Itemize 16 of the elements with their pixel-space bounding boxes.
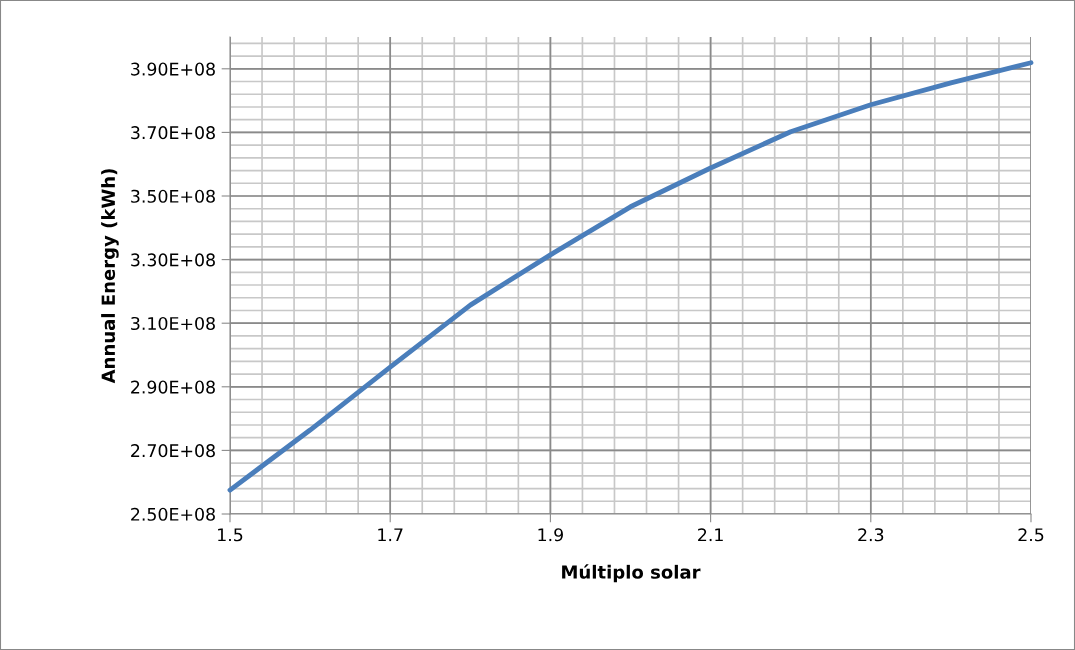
y-tick-label: 3.10E+08 xyxy=(131,316,215,331)
x-tick-label: 1.9 xyxy=(538,528,563,542)
x-tick-label: 2.1 xyxy=(698,528,723,542)
y-tick-label: 2.50E+08 xyxy=(131,507,215,521)
x-tick-label: 1.5 xyxy=(218,528,243,542)
x-axis-title: Múltiplo solar xyxy=(562,564,701,583)
x-tick-label: 2.3 xyxy=(858,528,884,542)
y-tick-label: 3.30E+08 xyxy=(131,253,215,267)
y-axis-title: Annual Energy (kWh) xyxy=(101,169,119,384)
y-tick-label: 3.70E+08 xyxy=(131,126,215,140)
x-tick-label: 2.5 xyxy=(1018,528,1044,542)
y-tick-label: 2.90E+08 xyxy=(131,380,215,394)
y-tick-label: 3.50E+08 xyxy=(131,189,215,203)
y-tick-label: 3.90E+08 xyxy=(131,62,215,76)
x-tick-label: 1.7 xyxy=(378,528,403,542)
y-tick-label: 2.70E+08 xyxy=(131,444,215,458)
